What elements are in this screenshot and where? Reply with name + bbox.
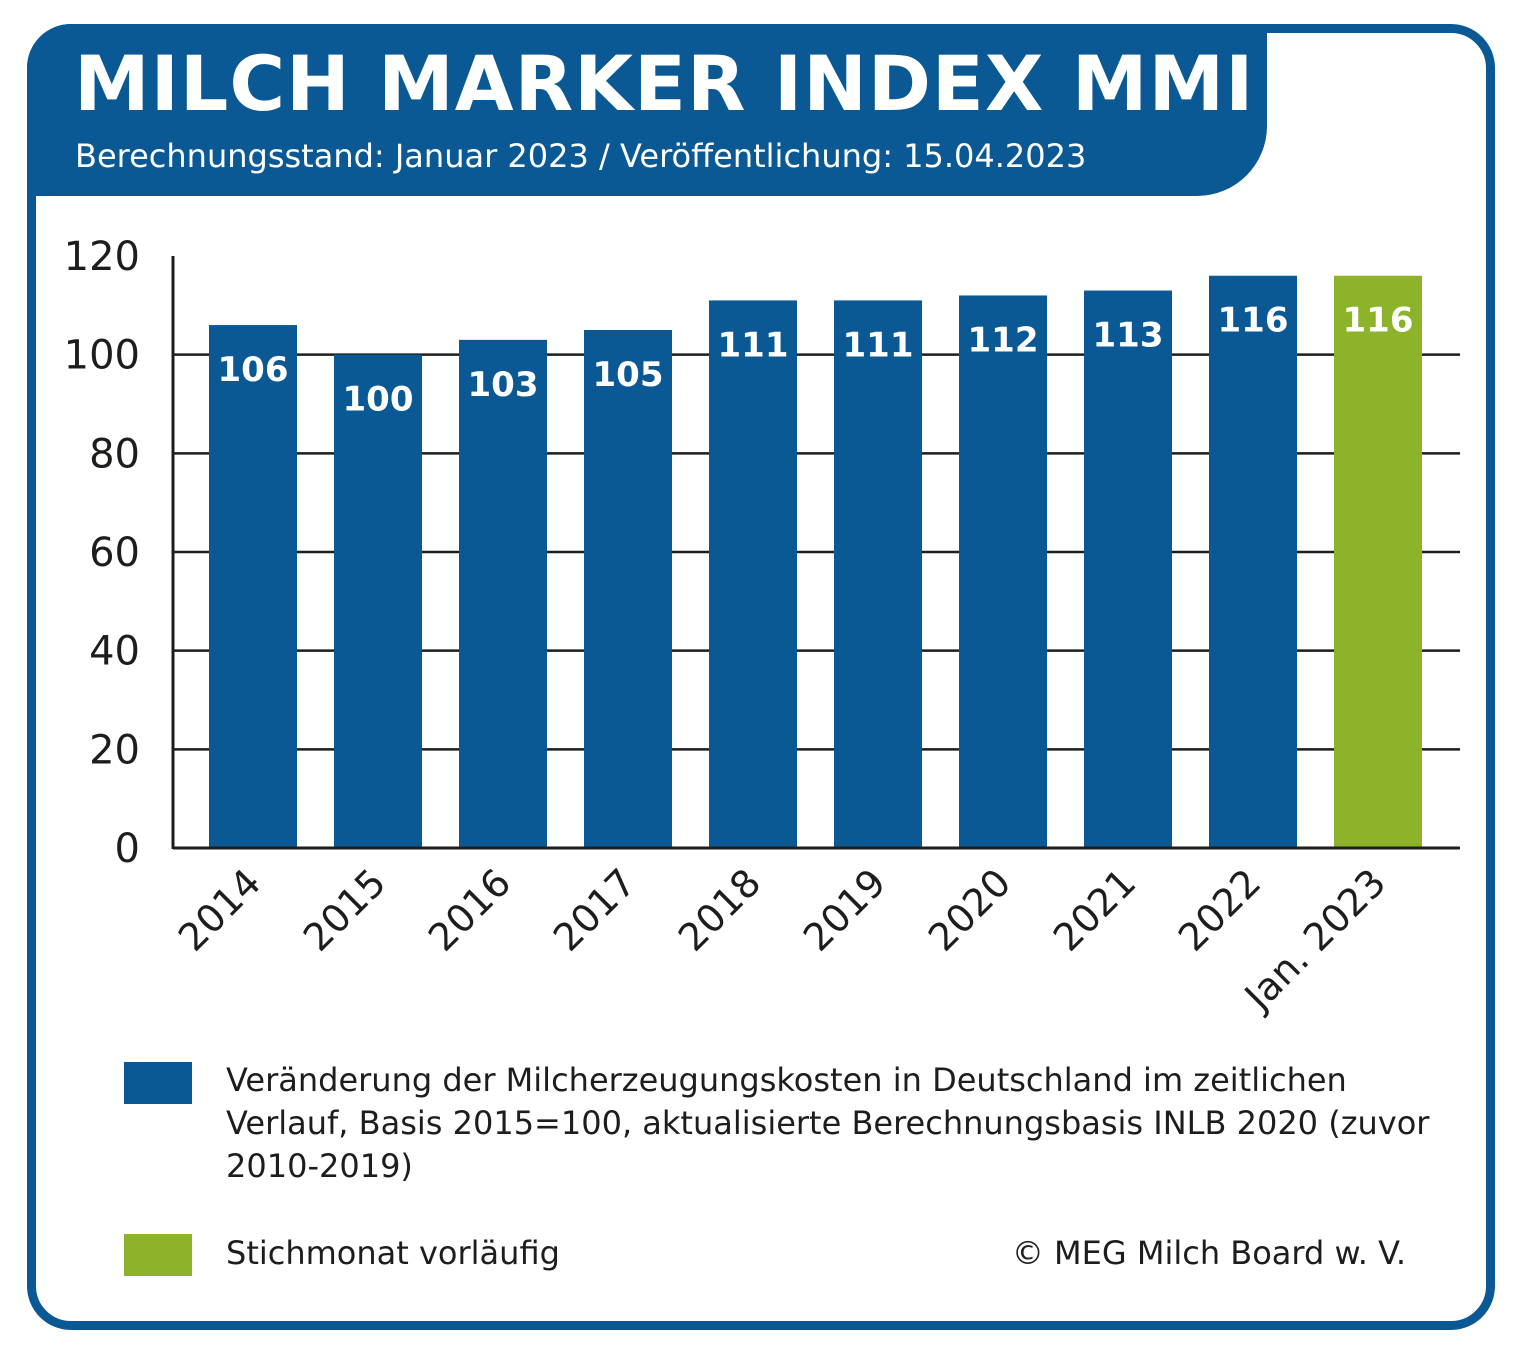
legend-swatch-preliminary — [124, 1234, 192, 1276]
data-label: 112 — [968, 320, 1039, 360]
data-label: 100 — [343, 380, 414, 420]
x-tick-labels: 2014 2015 2016 2017 2018 2019 2020 2021 2022Jan.… — [170, 860, 1395, 1019]
page-subtitle: Berechnungsstand: Januar 2023 / Veröffen… — [75, 137, 1087, 175]
x-tick-label: 2018 — [670, 860, 770, 960]
y-tick-label: 80 — [89, 431, 140, 477]
bar — [209, 325, 297, 849]
bar — [709, 300, 797, 848]
data-labels: 106 100 103 105 111 111 112 113 116 116 — [218, 301, 1414, 420]
data-label: 116 — [1343, 301, 1414, 341]
bar — [959, 295, 1047, 848]
bar — [1209, 275, 1297, 848]
page-title: MILCH MARKER INDEX MMI — [74, 39, 1255, 128]
x-tick-label: 2016 — [420, 860, 520, 960]
data-label: 113 — [1093, 316, 1164, 356]
axes — [171, 256, 1460, 850]
data-label: 103 — [468, 365, 539, 405]
x-tick-label: 2021 — [1045, 860, 1145, 960]
y-tick-label: 100 — [64, 333, 140, 379]
header-banner — [27, 24, 1267, 196]
y-tick-label: 40 — [89, 629, 140, 675]
bar — [584, 330, 672, 848]
data-label: 116 — [1218, 301, 1289, 341]
y-tick-label: 20 — [89, 727, 140, 773]
legend-swatch-cost-change — [124, 1062, 192, 1104]
data-label: 105 — [593, 355, 664, 395]
bar — [834, 300, 922, 848]
y-tick-label: 60 — [89, 530, 140, 576]
x-tick-label: 2015 — [295, 860, 395, 960]
x-tick-label: 2017 — [545, 860, 645, 960]
y-tick-label: 120 — [64, 234, 140, 280]
legend-label-cost-change: Veränderung der Milcherzeugungskosten in… — [226, 1061, 1430, 1185]
x-tick-label: 2019 — [795, 860, 895, 960]
bars — [209, 275, 1422, 849]
data-label: 106 — [218, 350, 289, 390]
x-tick-label: 2014 — [170, 860, 270, 960]
bar — [334, 354, 422, 848]
legend-label-preliminary: Stichmonat vorläufig — [226, 1234, 560, 1272]
y-tick-label: 0 — [115, 826, 140, 872]
bar — [1084, 290, 1172, 848]
bar — [1334, 275, 1422, 848]
copyright-notice: © MEG Milch Board w. V. — [1011, 1234, 1406, 1272]
y-tick-labels: 0 20 40 60 80 100 120 — [64, 234, 140, 872]
bar — [459, 339, 547, 848]
x-tick-label: 2022 — [1170, 860, 1270, 960]
x-tick-label: 2020 — [920, 860, 1020, 960]
data-label: 111 — [718, 325, 789, 365]
data-label: 111 — [843, 325, 914, 365]
